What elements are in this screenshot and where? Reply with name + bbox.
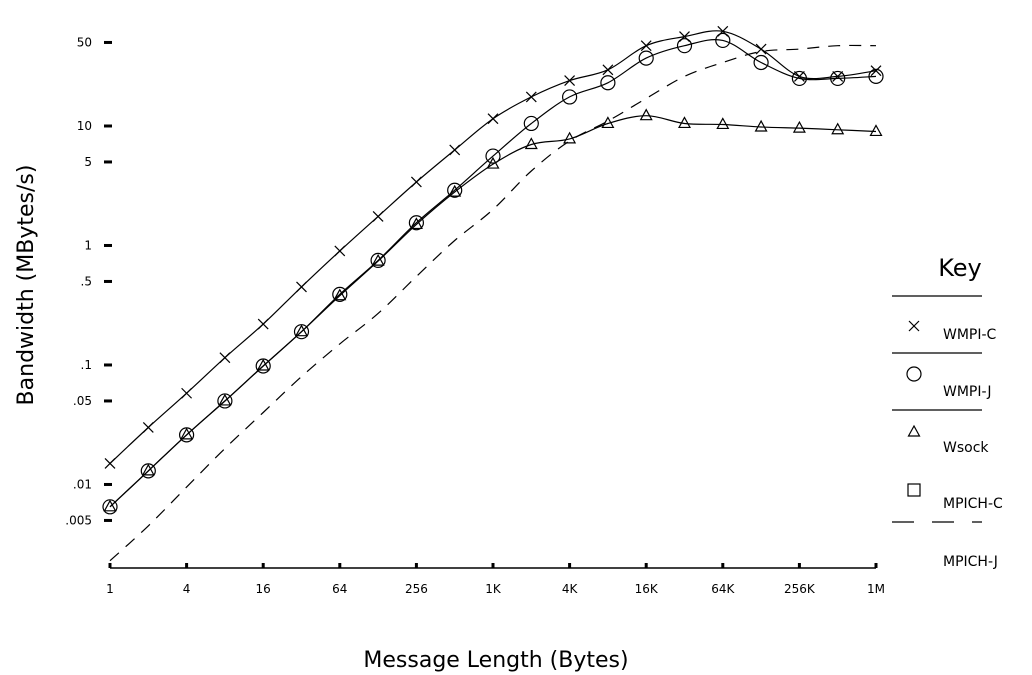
wmpi-c-point (832, 70, 844, 82)
wsock-point (639, 108, 653, 121)
wmpi-j-point (370, 252, 386, 269)
wsock-point (486, 156, 500, 169)
legend-marker-mpich-c (907, 483, 921, 497)
wmpi-j-point (523, 115, 539, 132)
wsock-point (601, 116, 615, 129)
wmpi-c-point (410, 176, 422, 188)
wsock-point (869, 124, 883, 137)
x-tick-label: 64 (332, 582, 347, 596)
wsock-point (754, 119, 768, 132)
wsock-point (333, 288, 347, 301)
wmpi-j-line (109, 39, 877, 508)
wmpi-j-point (600, 75, 616, 91)
wsock-point (218, 393, 232, 406)
wsock-point (831, 122, 845, 135)
wsock-point (563, 131, 577, 144)
wsock-point (716, 117, 730, 130)
wmpi-c-point (449, 144, 461, 156)
y-tick-label: .1 (81, 358, 92, 372)
y-tick-label: 5 (84, 155, 92, 169)
y-tick-label: 10 (77, 119, 92, 133)
wmpi-c-point (640, 40, 652, 52)
wmpi-c-point (334, 245, 346, 257)
wmpi-c-point (257, 318, 269, 330)
x-tick-label: 256 (405, 582, 428, 596)
wmpi-c-point (372, 211, 384, 222)
wmpi-j-point (561, 89, 578, 105)
wmpi-j-point (868, 68, 884, 84)
marker-layer (102, 25, 884, 515)
legend-label-wsock: Wsock (943, 440, 989, 456)
wmpi-c-point (564, 75, 576, 86)
x-tick-label: 1 (106, 582, 114, 596)
wsock-point (524, 137, 538, 150)
wsock-point (103, 499, 117, 512)
legend-label-wmpi-c: WMPI-C (943, 327, 997, 343)
wmpi-c-point (755, 43, 767, 55)
x-tick-label: 64K (711, 582, 735, 596)
legend-marker-wmpi-j (906, 366, 922, 382)
legend-marker-wmpi-c (908, 320, 920, 332)
legend: Key WMPI-C WMPI-J Wsock MPICH-C MPICH-J (892, 254, 1003, 570)
wmpi-c-point (525, 91, 537, 103)
x-tick-label: 4K (562, 582, 579, 596)
wsock-point (677, 116, 692, 129)
legend-marker-wsock (907, 424, 921, 437)
legend-label-wmpi-j: WMPI-J (943, 384, 991, 400)
wmpi-j-point (332, 286, 348, 302)
x-axis-title: Message Length (Bytes) (363, 648, 628, 673)
wsock-point (294, 324, 309, 337)
legend-title: Key (938, 254, 982, 282)
wsock-point (448, 184, 462, 197)
wmpi-c-point (181, 387, 193, 399)
wmpi-j-point (447, 182, 463, 198)
legend-label-mpich-c: MPICH-C (943, 496, 1003, 512)
x-tick-label: 16 (256, 582, 271, 596)
wsock-point (792, 120, 806, 133)
y-tick-label: .5 (81, 274, 92, 288)
wsock-point (141, 463, 155, 476)
wmpi-c-point (487, 113, 499, 125)
wmpi-c-point (104, 458, 116, 469)
wsock-point (409, 217, 423, 230)
y-tick-label: 1 (84, 238, 92, 252)
wsock-point (371, 253, 385, 266)
mpich-j-line (109, 44, 877, 562)
y-tick-label: .05 (73, 394, 92, 408)
wmpi-j-point (408, 215, 424, 231)
wmpi-c-point (602, 64, 614, 76)
legend-label-mpich-j: MPICH-J (943, 554, 998, 570)
wmpi-j-point (638, 50, 654, 66)
x-tick-label: 256K (784, 582, 816, 596)
wsock-line (109, 115, 877, 508)
wmpi-c-line (109, 30, 877, 464)
x-tick-label: 16K (635, 582, 659, 596)
y-tick-label: .01 (73, 477, 92, 491)
wmpi-c-point (793, 70, 805, 82)
wmpi-j-point (791, 70, 808, 87)
series-layer (109, 30, 877, 562)
y-axis-ticks: .005 .01 .05 .1 .5 1 5 10 50 (65, 35, 112, 527)
wmpi-j-point (830, 70, 846, 87)
y-tick-label: .005 (65, 513, 92, 527)
wmpi-c-point (219, 352, 231, 364)
x-axis-ticks: 1 4 16 64 256 1K 4K 16K 64K 256K 1M (106, 563, 885, 596)
y-tick-label: 50 (77, 35, 92, 49)
x-tick-label: 4 (183, 582, 191, 596)
wmpi-j-point (485, 148, 501, 164)
y-axis-title: Bandwidth (MBytes/s) (14, 165, 39, 406)
wmpi-j-point (676, 38, 693, 54)
wmpi-j-point (715, 32, 731, 49)
wmpi-j-point (753, 54, 769, 71)
wsock-point (256, 358, 270, 371)
wmpi-c-point (296, 281, 307, 293)
wsock-point (180, 427, 194, 440)
wmpi-c-point (870, 65, 882, 77)
wmpi-c-point (142, 422, 154, 433)
x-tick-label: 1K (485, 582, 502, 596)
x-tick-label: 1M (867, 582, 885, 596)
